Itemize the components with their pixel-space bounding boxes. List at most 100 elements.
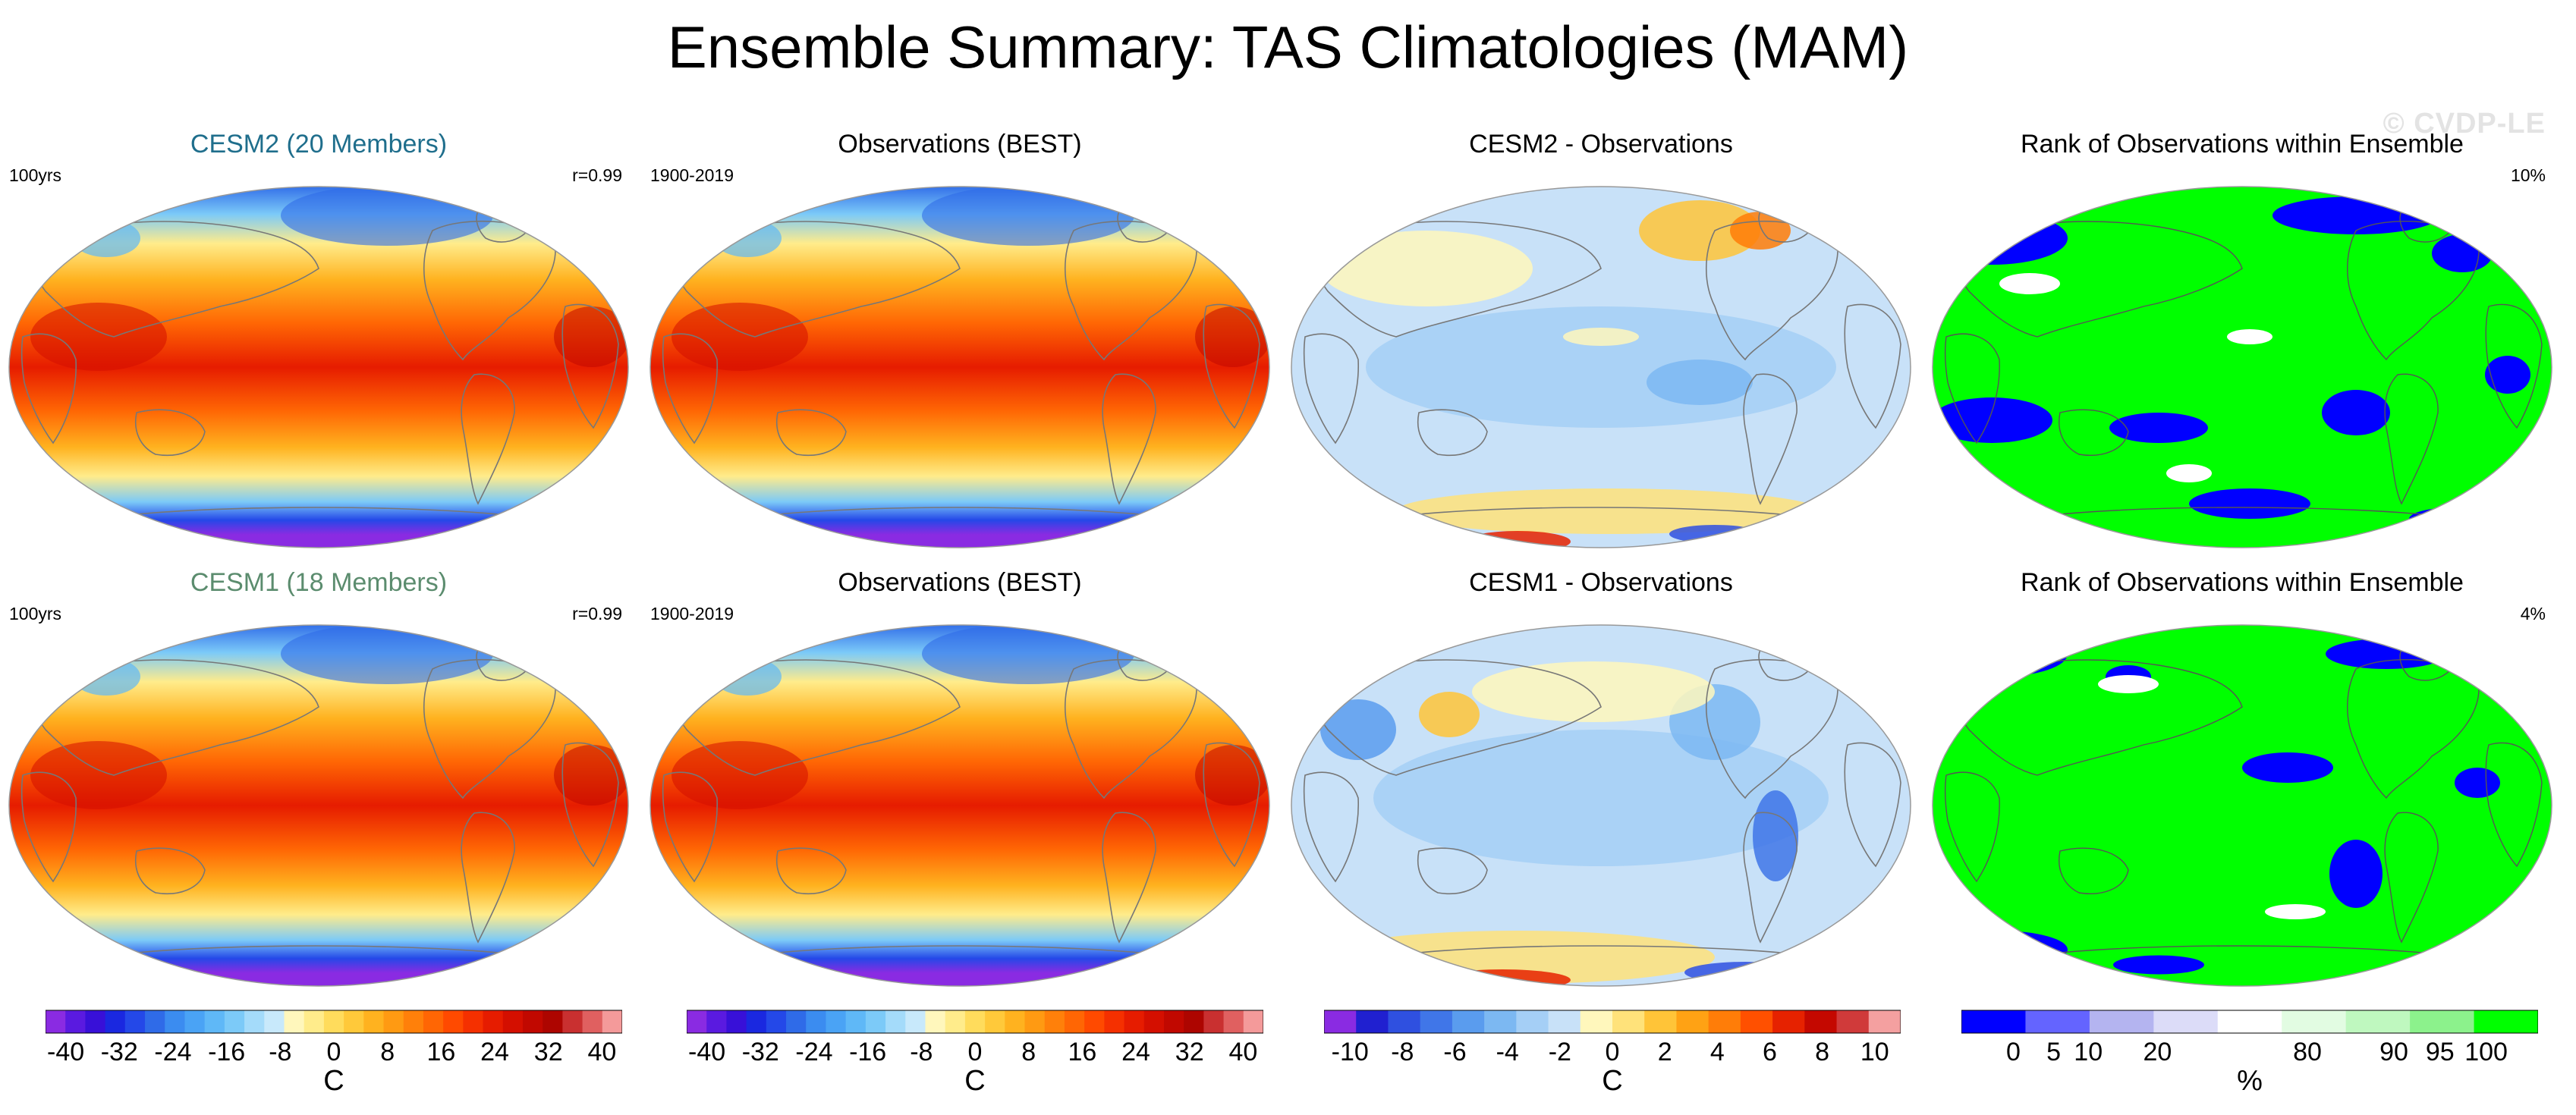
colorbar-tick-label: 32 — [1175, 1038, 1204, 1066]
coastline-eurasia — [28, 659, 319, 776]
colorbar-swatch — [925, 1010, 946, 1033]
map-border — [1291, 624, 1911, 987]
colorbar-tick-label: 24 — [1121, 1038, 1150, 1066]
colorbar-swatch — [2282, 1010, 2347, 1033]
map-panel-3: CESM2 - Observations — [1290, 114, 1912, 554]
coastline-eurasia — [669, 221, 961, 338]
coastline-eurasia — [1952, 659, 2243, 776]
map-border — [650, 624, 1270, 987]
map-border — [8, 624, 629, 987]
colorbar-swatch — [184, 1010, 206, 1033]
colorbar-swatch — [1484, 1010, 1517, 1033]
colorbar-frame — [687, 1010, 1263, 1034]
coastline-eurasia — [669, 659, 961, 776]
coastline-south-america — [1102, 812, 1156, 944]
warm-patch — [672, 303, 808, 371]
colorbar-swatch — [264, 1010, 285, 1033]
map-border — [8, 186, 629, 548]
colorbar-swatch — [1184, 1010, 1204, 1033]
map-panel-4: Rank of Observations within Ensemble 10% — [1931, 114, 2553, 554]
difference-patch — [1320, 699, 1396, 760]
panel-title: CESM1 (18 Members) — [190, 568, 448, 597]
colorbar-tick-label: 16 — [426, 1038, 455, 1066]
panel-stat-label: 4% — [2520, 604, 2546, 623]
warm-patch — [1195, 306, 1269, 367]
colorbar-swatch — [304, 1010, 325, 1033]
colorbar-tick-label: 0 — [2006, 1038, 2021, 1066]
panel-stat-label: 10% — [2510, 165, 2546, 185]
colorbar-tick-label: 6 — [1763, 1038, 1777, 1066]
colorbar-swatch — [1548, 1010, 1581, 1033]
rank-mid-patch — [1999, 273, 2060, 294]
cold-patch — [713, 219, 782, 257]
difference-patch — [1396, 488, 1821, 534]
world-map — [8, 624, 629, 987]
colorbar-swatch — [165, 1010, 186, 1033]
colorbar-swatch — [1005, 1010, 1026, 1033]
colorbar-swatch — [105, 1010, 126, 1033]
colorbar-swatch — [2153, 1010, 2219, 1033]
colorbar-tick-label: 40 — [1228, 1038, 1257, 1066]
colorbar-swatch — [443, 1010, 464, 1033]
rank-low-patch — [2409, 507, 2500, 530]
world-map — [1932, 624, 2552, 987]
coastline-south-america — [461, 373, 515, 505]
colorbar-swatch — [1163, 1010, 1184, 1033]
panel-period-label: 1900-2019 — [650, 165, 734, 185]
colorbar-tick-label: -8 — [1391, 1038, 1414, 1066]
coastline-south-america — [1743, 812, 1798, 944]
coastline-eurasia — [1310, 221, 1602, 338]
colorbar-swatch — [1044, 1010, 1065, 1033]
coastline-australia — [2059, 847, 2129, 894]
coastline-australia — [135, 409, 206, 456]
difference-patch — [1472, 661, 1715, 722]
colorbar-tick-label: -24 — [154, 1038, 191, 1066]
map-panel-8: Rank of Observations within Ensemble 4% — [1931, 552, 2553, 992]
colorbar-tick-label: 0 — [968, 1038, 983, 1066]
colorbar-tick-label: -32 — [101, 1038, 138, 1066]
panel-period-label: 1900-2019 — [650, 604, 734, 623]
coastline-south-america — [2384, 373, 2439, 505]
rank-colorbar: 0 5 10 20 80 90 95 100 % — [1961, 1001, 2538, 1115]
coastline-africa-west — [662, 771, 719, 883]
colorbar-swatch — [363, 1010, 385, 1033]
colorbar-swatch — [423, 1010, 444, 1033]
colorbar-swatch — [2025, 1010, 2090, 1033]
panel-title: Rank of Observations within Ensemble — [2021, 130, 2464, 159]
difference-patch — [1753, 790, 1798, 881]
map-border — [1932, 186, 2552, 548]
colorbar-swatch — [1580, 1010, 1613, 1033]
colorbar-swatch — [2217, 1010, 2282, 1033]
panel-stat-label: r=0.99 — [572, 604, 622, 623]
colorbar-swatch — [85, 1010, 106, 1033]
panel-period-label: 100yrs — [9, 165, 62, 185]
colorbar-swatch — [1104, 1010, 1125, 1033]
rank-low-patch — [2109, 413, 2208, 443]
colorbar-swatch — [1676, 1010, 1709, 1033]
panel-stat-label: r=0.99 — [572, 165, 622, 185]
coastline-australia — [776, 409, 847, 456]
world-map — [1932, 186, 2552, 548]
panel-title: Observations (BEST) — [838, 568, 1082, 597]
rank-mid-patch — [2227, 329, 2272, 344]
colorbar-swatch — [885, 1010, 906, 1033]
colorbar-swatch — [1772, 1010, 1805, 1033]
colorbar-swatch — [463, 1010, 484, 1033]
coastline-australia — [1417, 409, 1488, 456]
colorbar-tick-label: -16 — [208, 1038, 245, 1066]
coastline-africa-east — [561, 742, 619, 868]
colorbar-tick-label: 20 — [2143, 1038, 2172, 1066]
world-map — [1291, 186, 1911, 548]
colorbar-swatch — [1064, 1010, 1085, 1033]
difference-patch — [1730, 212, 1791, 250]
coastline-south-america — [2384, 812, 2439, 944]
coastline-australia — [776, 847, 847, 894]
world-map — [8, 186, 629, 548]
rank-low-patch — [2189, 488, 2310, 519]
rank-mid-patch — [2265, 904, 2326, 919]
colorbar-swatch — [786, 1010, 807, 1033]
difference-patch — [1373, 730, 1829, 866]
colorbar-tick-label: -32 — [742, 1038, 779, 1066]
colorbar-tick-label: 0 — [327, 1038, 341, 1066]
colorbar-swatch — [1143, 1010, 1165, 1033]
